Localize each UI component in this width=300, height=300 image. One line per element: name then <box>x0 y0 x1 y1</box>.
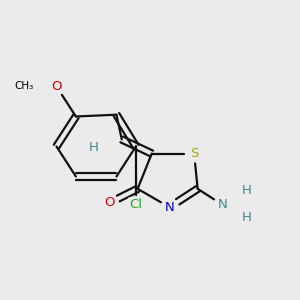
Text: CH₃: CH₃ <box>14 82 34 92</box>
Text: S: S <box>190 147 198 160</box>
Text: H: H <box>242 184 252 197</box>
Text: O: O <box>104 196 115 209</box>
Text: N: N <box>218 198 227 211</box>
Text: Cl: Cl <box>129 198 142 211</box>
Text: H: H <box>242 211 252 224</box>
Text: H: H <box>88 141 98 154</box>
Text: O: O <box>51 80 62 93</box>
Text: N: N <box>164 201 174 214</box>
